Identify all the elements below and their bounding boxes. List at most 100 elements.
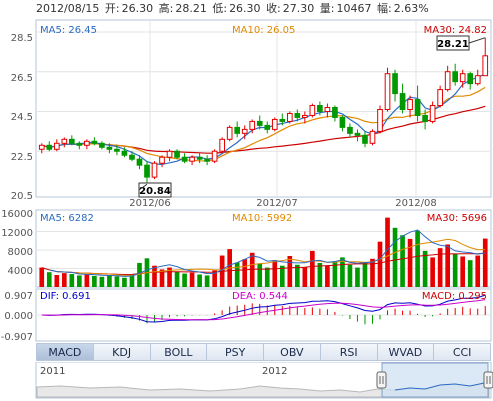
- candle-down: [414, 99, 421, 116]
- candle-down: [136, 158, 143, 166]
- volume-ma-lines: [41, 229, 486, 277]
- volume-bar-down: [467, 260, 473, 287]
- candle-up: [437, 89, 443, 107]
- ma5-legend: MA5: 26.45: [40, 25, 97, 36]
- volume-y-tick: 12000: [1, 228, 33, 239]
- candle-up: [302, 114, 308, 118]
- price-y-tick: 24.5: [11, 112, 33, 123]
- navigator-right-handle[interactable]: [483, 371, 493, 389]
- volume-bar-up: [407, 238, 413, 287]
- volume-bar-down: [99, 276, 105, 287]
- candle-down: [121, 150, 128, 156]
- chart-canvas[interactable]: 28.5 26.5 24.5 22.5 20.5 MA5: 26.45 MA10…: [0, 0, 493, 343]
- candle-down: [46, 144, 53, 150]
- tab-cci[interactable]: CCI: [452, 345, 472, 359]
- candle-up: [53, 142, 60, 150]
- volume-bar-up: [167, 267, 172, 287]
- price-y-tick: 26.5: [11, 73, 33, 84]
- candle-down: [422, 114, 428, 122]
- x-tick-aug: 2012/08: [395, 198, 437, 209]
- low-marker-label: 20.84: [139, 186, 171, 197]
- volume-bar-down: [422, 250, 428, 287]
- volume-bar-up: [39, 267, 45, 287]
- macd-y-tick: 0.000: [4, 311, 33, 322]
- candle-down: [256, 120, 263, 126]
- volume-bar-down: [415, 230, 420, 287]
- navigator-selection[interactable]: [381, 362, 489, 398]
- macd-y-tick: 0.907: [4, 291, 33, 302]
- volume-bar-up: [159, 269, 165, 287]
- dea-legend: DEA: 0.544: [232, 291, 288, 302]
- volume-bar-down: [279, 265, 285, 287]
- tab-obv[interactable]: OBV: [264, 344, 321, 360]
- volume-bar-up: [482, 238, 488, 287]
- quote-date: 2012/08/15: [36, 2, 100, 15]
- candle-down: [354, 132, 361, 136]
- high-price-marker: 28.21: [436, 35, 486, 51]
- candle-down: [144, 164, 150, 178]
- candle-down: [452, 71, 459, 83]
- dea-line: [41, 299, 486, 321]
- volume-bar-down: [114, 276, 120, 287]
- macd-panel[interactable]: 0.907 0.000 -0.907 DIF: 0.691 DEA: 0.544…: [1, 288, 492, 343]
- price-panel-frame: [35, 19, 492, 198]
- tab-boll[interactable]: BOLL: [151, 344, 208, 360]
- volume-panel[interactable]: 16000 12000 8000 4000 MA5: 6282 MA10: 59…: [1, 209, 492, 288]
- volume-bars: [39, 217, 488, 287]
- candle-down: [181, 156, 188, 162]
- volume-bar-up: [385, 217, 390, 287]
- volume-bar-down: [294, 264, 300, 287]
- high-marker-leader: [468, 37, 486, 44]
- volume-bar-down: [107, 274, 112, 287]
- tab-wvad[interactable]: WVAD: [378, 344, 435, 360]
- macd-y-tick: -0.907: [1, 332, 33, 343]
- volume-bar-up: [302, 267, 308, 287]
- volume-bar-up: [325, 265, 330, 287]
- price-y-tick: 20.5: [11, 191, 33, 202]
- candle-down: [174, 150, 180, 158]
- volume-bar-up: [242, 259, 248, 287]
- volume-ma10-line: [56, 238, 486, 276]
- candle-up: [166, 150, 173, 158]
- price-y-tick: 22.5: [11, 152, 33, 163]
- navigator-left-handle[interactable]: [376, 371, 387, 389]
- volume-bar-up: [437, 248, 443, 287]
- tab-rsi[interactable]: RSI: [321, 344, 378, 360]
- candle-down: [264, 124, 271, 130]
- volume-bar-up: [430, 257, 435, 287]
- volume-bar-down: [197, 274, 202, 287]
- candle-down: [196, 156, 203, 160]
- volume-bar-up: [61, 273, 67, 287]
- candlesticks: [38, 37, 489, 185]
- volume-bar-down: [400, 235, 405, 287]
- volume-bar-up: [475, 255, 481, 287]
- volume-bar-down: [347, 264, 353, 287]
- tab-psy[interactable]: PSY: [207, 344, 264, 360]
- candle-down: [68, 138, 75, 144]
- volume-ma5-line: [49, 229, 486, 277]
- volume-bar-down: [69, 274, 75, 287]
- candle-down: [362, 134, 368, 144]
- candle-down: [106, 146, 113, 150]
- tab-kdj[interactable]: KDJ: [94, 344, 151, 360]
- price-panel[interactable]: 28.5 26.5 24.5 22.5 20.5 MA5: 26.45 MA10…: [11, 19, 492, 209]
- volume-bar-up: [54, 274, 60, 287]
- quote-header: 2012/08/15 开: 26.30 高: 28.21 低: 26.30 收: 27.…: [36, 2, 431, 16]
- vol-ma10-legend: MA10: 5992: [232, 213, 292, 224]
- volume-bar-down: [46, 272, 52, 287]
- close-label: 收:: [266, 2, 281, 15]
- candle-up: [369, 130, 376, 144]
- candle-up: [482, 55, 489, 77]
- tab-macd[interactable]: MACD: [37, 344, 94, 360]
- volume-bar-down: [182, 273, 187, 287]
- candle-up: [429, 105, 436, 122]
- volume-bar-up: [370, 258, 375, 287]
- volume-bar-up: [445, 244, 450, 287]
- candle-up: [384, 73, 391, 110]
- range-navigator[interactable]: 2011 2012: [0, 362, 493, 400]
- ma10-line: [56, 86, 486, 162]
- volume-y-tick: 8000: [8, 247, 33, 258]
- volume-bar-down: [137, 262, 142, 287]
- candle-down: [76, 142, 83, 146]
